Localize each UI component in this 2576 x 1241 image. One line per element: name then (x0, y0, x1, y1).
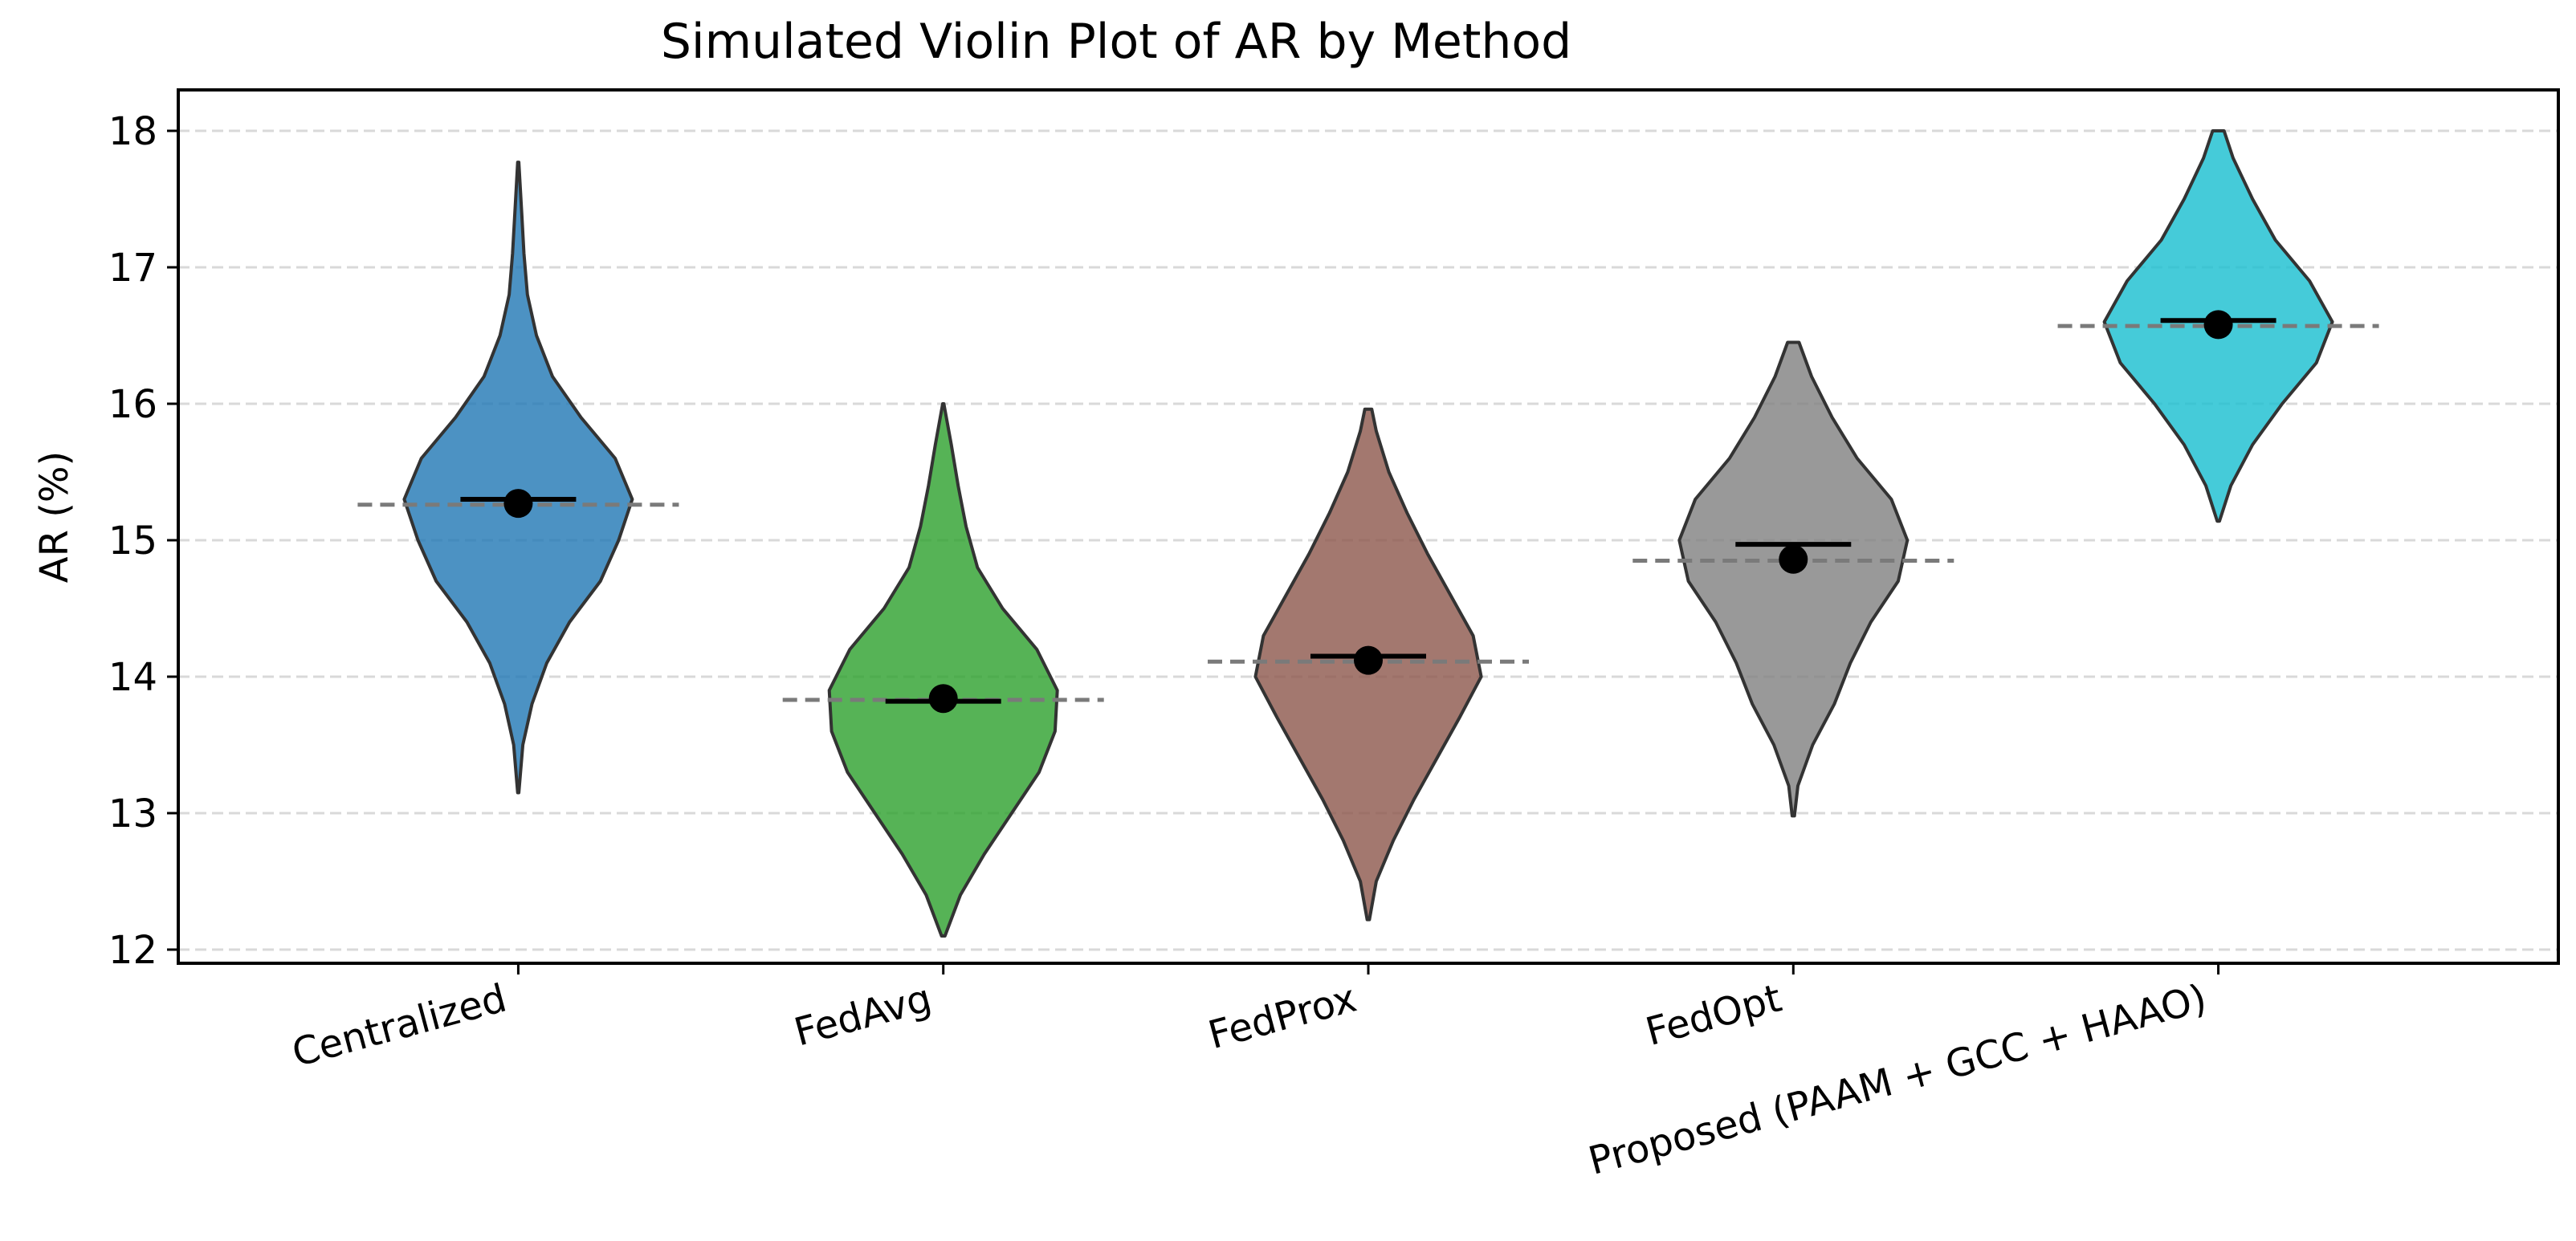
violin-body (827, 402, 1059, 938)
x-tick-label: FedProx (1204, 975, 1361, 1058)
mean-point (2203, 310, 2233, 340)
y-tick-label: 17 (108, 246, 157, 291)
x-tick-label: FedAvg (789, 975, 935, 1055)
y-tick-label: 12 (108, 928, 157, 973)
y-tick-label: 14 (108, 655, 157, 700)
mean-point (1354, 645, 1383, 675)
y-tick-label: 16 (108, 382, 157, 427)
x-tick-label: FedOpt (1641, 975, 1787, 1055)
y-tick-label: 18 (108, 109, 157, 154)
mean-point (1779, 544, 1808, 574)
mean-point (928, 684, 958, 714)
stat-markers (357, 310, 2379, 714)
chart-title: Simulated Violin Plot of AR by Method (661, 14, 1571, 70)
y-tick-label: 13 (108, 791, 157, 836)
violin-body (1677, 340, 1910, 818)
violin-body (402, 161, 634, 795)
violins (402, 129, 2334, 938)
y-tick-label: 15 (108, 519, 157, 564)
x-tick-label: Centralized (287, 975, 511, 1076)
mean-point (503, 489, 533, 519)
y-axis-label: AR (%) (32, 451, 77, 584)
y-axis: 12 13 14 15 16 17 18 (108, 109, 178, 973)
